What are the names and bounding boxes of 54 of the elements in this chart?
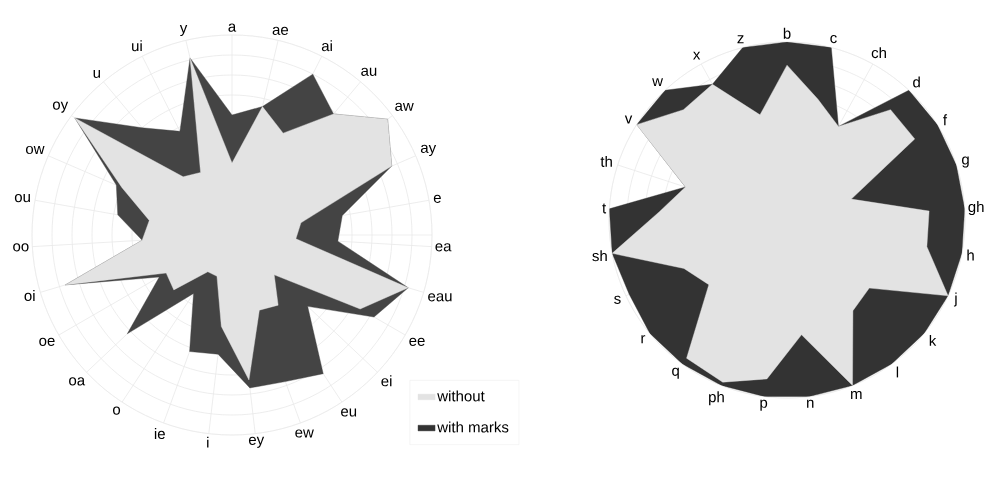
spoke-label: ea bbox=[435, 243, 452, 252]
spoke-label: h bbox=[967, 249, 974, 261]
spoke-label: ow bbox=[25, 145, 45, 155]
spoke-label: g bbox=[962, 156, 969, 168]
spoke-label: o bbox=[112, 406, 121, 415]
spoke-label: f bbox=[943, 114, 948, 126]
spoke-label: l bbox=[896, 366, 899, 378]
spoke-label: ui bbox=[132, 40, 142, 52]
spoke-label: c bbox=[830, 34, 837, 44]
spoke-label: ae bbox=[272, 26, 289, 35]
spoke-label: ay bbox=[420, 144, 437, 156]
spoke-label: sh bbox=[592, 250, 607, 262]
spoke-label: d bbox=[913, 76, 920, 88]
spoke-label: p bbox=[760, 399, 768, 411]
spoke-label: th bbox=[600, 155, 612, 167]
spoke-label: ei bbox=[381, 375, 392, 387]
spoke-label: j bbox=[953, 292, 957, 307]
spoke-label: aw bbox=[395, 102, 414, 111]
spoke-label: oa bbox=[69, 377, 86, 386]
spoke-label: q bbox=[672, 367, 679, 379]
spoke-label: eau bbox=[428, 293, 452, 302]
spoke-label: oo bbox=[13, 243, 29, 252]
spoke-label: u bbox=[93, 69, 100, 78]
spoke-label: r bbox=[641, 335, 646, 344]
spoke-label: e bbox=[433, 194, 441, 203]
spoke-label: w bbox=[652, 78, 664, 87]
spoke-label: n bbox=[807, 399, 814, 408]
spoke-label: k bbox=[929, 334, 937, 346]
spoke-label: a bbox=[228, 23, 237, 32]
spoke-label: ou bbox=[14, 193, 30, 203]
spoke-label: ai bbox=[321, 40, 332, 52]
spoke-label: ie bbox=[154, 428, 165, 440]
spoke-label: b bbox=[783, 27, 791, 39]
spoke-label: ph bbox=[709, 391, 724, 406]
spoke-label: ch bbox=[871, 47, 886, 59]
spoke-label: oe bbox=[39, 337, 55, 346]
spoke-label: oy bbox=[52, 101, 69, 113]
spoke-label: eu bbox=[341, 408, 357, 417]
spoke-label: au bbox=[361, 67, 377, 76]
spoke-label: ew bbox=[295, 429, 314, 438]
spoke-label: i bbox=[207, 436, 209, 448]
spoke-label: ey bbox=[248, 436, 265, 448]
legend-label: with marks bbox=[437, 421, 509, 433]
spoke-label: t bbox=[602, 203, 607, 214]
spoke-label: z bbox=[737, 35, 744, 44]
spoke-label: v bbox=[624, 115, 633, 124]
spoke-label: x bbox=[693, 51, 701, 60]
spoke-label: oi bbox=[24, 290, 35, 302]
spoke-label: m bbox=[851, 390, 862, 400]
spoke-label: gh bbox=[968, 201, 984, 216]
spoke-label: s bbox=[614, 295, 621, 304]
spoke-label: y bbox=[179, 25, 188, 37]
legend-label: without bbox=[437, 390, 485, 402]
spoke-label: ee bbox=[409, 337, 425, 346]
